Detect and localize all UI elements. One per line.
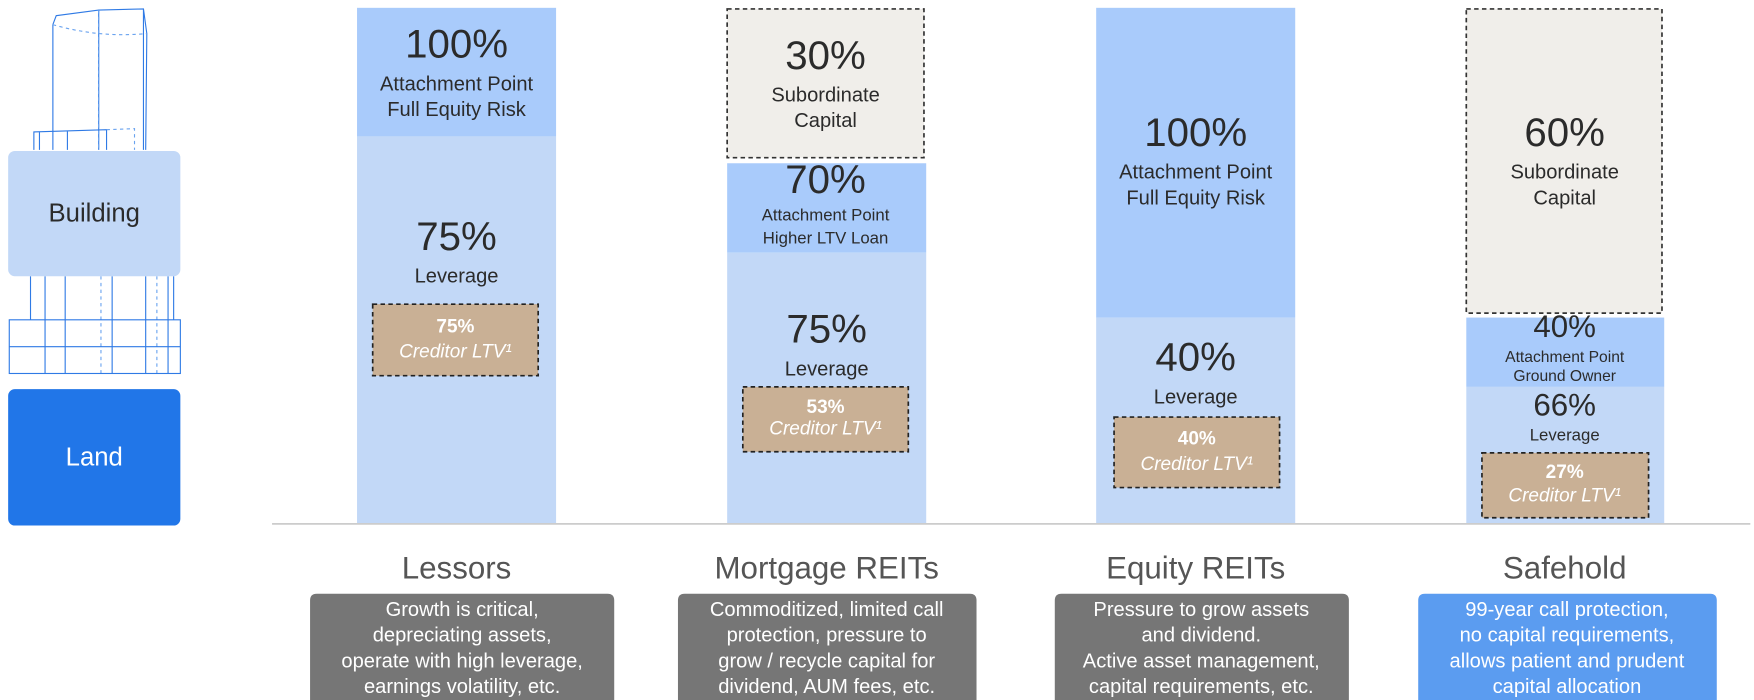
creditor-box (741, 386, 910, 453)
creditor-box (1481, 452, 1650, 519)
block-label: Capital (794, 110, 857, 132)
column-name: Mortgage REITs (714, 551, 938, 586)
description-line: grow / recycle capital for (718, 650, 935, 672)
block-value: 40% (1533, 309, 1596, 344)
block-label: Higher LTV Loan (763, 229, 889, 248)
subordinate-block (1465, 8, 1663, 314)
description-line: 99-year call protection, (1465, 599, 1668, 621)
block-label: Attachment Point (380, 73, 534, 95)
column-name: Safehold (1503, 551, 1627, 586)
block-value: 40% (1155, 335, 1236, 380)
creditor-value: 53% (807, 397, 845, 418)
description-line: Pressure to grow assets (1093, 599, 1309, 621)
attachment-block (357, 7, 557, 137)
land-label: Land (66, 443, 123, 471)
description-line: depreciating assets, (373, 625, 552, 647)
creditor-box (371, 303, 540, 377)
building-sketch (8, 8, 181, 375)
description-box (677, 593, 977, 700)
block-label: Capital (1533, 187, 1596, 209)
creditor-label: Creditor LTV¹ (1140, 454, 1253, 475)
description-line: no capital requirements, (1460, 625, 1675, 647)
block-label: Leverage (1530, 426, 1600, 445)
block-value: 70% (785, 157, 866, 202)
description-line: dividend, AUM fees, etc. (718, 676, 935, 698)
block-label: Full Equity Risk (387, 99, 527, 121)
description-line: earnings volatility, etc. (364, 676, 560, 698)
description-line: Commoditized, limited call (710, 599, 944, 621)
block-label: Ground Owner (1513, 368, 1616, 385)
creditor-label: Creditor LTV¹ (769, 418, 882, 439)
block-value: 100% (1144, 110, 1247, 155)
creditor-label: Creditor LTV¹ (399, 341, 512, 362)
description-line: protection, pressure to (727, 625, 927, 647)
block-value: 100% (405, 22, 508, 67)
creditor-value: 40% (1178, 428, 1216, 449)
attachment-block (1096, 7, 1296, 318)
attachment-block (1466, 317, 1665, 387)
block-value: 75% (786, 307, 867, 352)
description-line: and dividend. (1141, 625, 1261, 647)
creditor-box (1113, 416, 1281, 489)
block-value: 66% (1533, 387, 1596, 422)
block-label: Attachment Point (1119, 162, 1273, 184)
creditor-value: 27% (1546, 462, 1584, 483)
land-box (8, 389, 181, 526)
block-label: Full Equity Risk (1126, 187, 1266, 209)
description-box (1418, 593, 1717, 700)
description-line: Active asset management, (1083, 650, 1320, 672)
block-label: Leverage (785, 358, 869, 380)
subordinate-block (726, 8, 925, 159)
description-line: capital requirements, etc. (1089, 676, 1314, 698)
block-label: Leverage (415, 266, 499, 288)
description-line: allows patient and prudent (1450, 650, 1685, 672)
block-value: 30% (785, 33, 866, 78)
creditor-label: Creditor LTV¹ (1508, 486, 1621, 507)
description-box (310, 593, 615, 700)
block-label: Leverage (1154, 386, 1238, 408)
block-label: Attachment Point (1505, 349, 1625, 366)
description-line: Growth is critical, (386, 599, 539, 621)
column-name: Lessors (402, 551, 512, 586)
building-label: Building (49, 199, 140, 227)
column-name: Equity REITs (1106, 551, 1285, 586)
description-line: operate with high leverage, (341, 650, 582, 672)
block-label: Attachment Point (762, 205, 890, 224)
description-box (1054, 593, 1349, 700)
block-label: Subordinate (771, 84, 879, 106)
block-value: 75% (416, 214, 497, 259)
description-line: capital allocation (1493, 676, 1642, 698)
building-box (8, 150, 181, 277)
block-label: Subordinate (1510, 162, 1618, 184)
creditor-value: 75% (436, 317, 474, 338)
block-value: 60% (1524, 110, 1605, 155)
attachment-block (727, 163, 927, 253)
